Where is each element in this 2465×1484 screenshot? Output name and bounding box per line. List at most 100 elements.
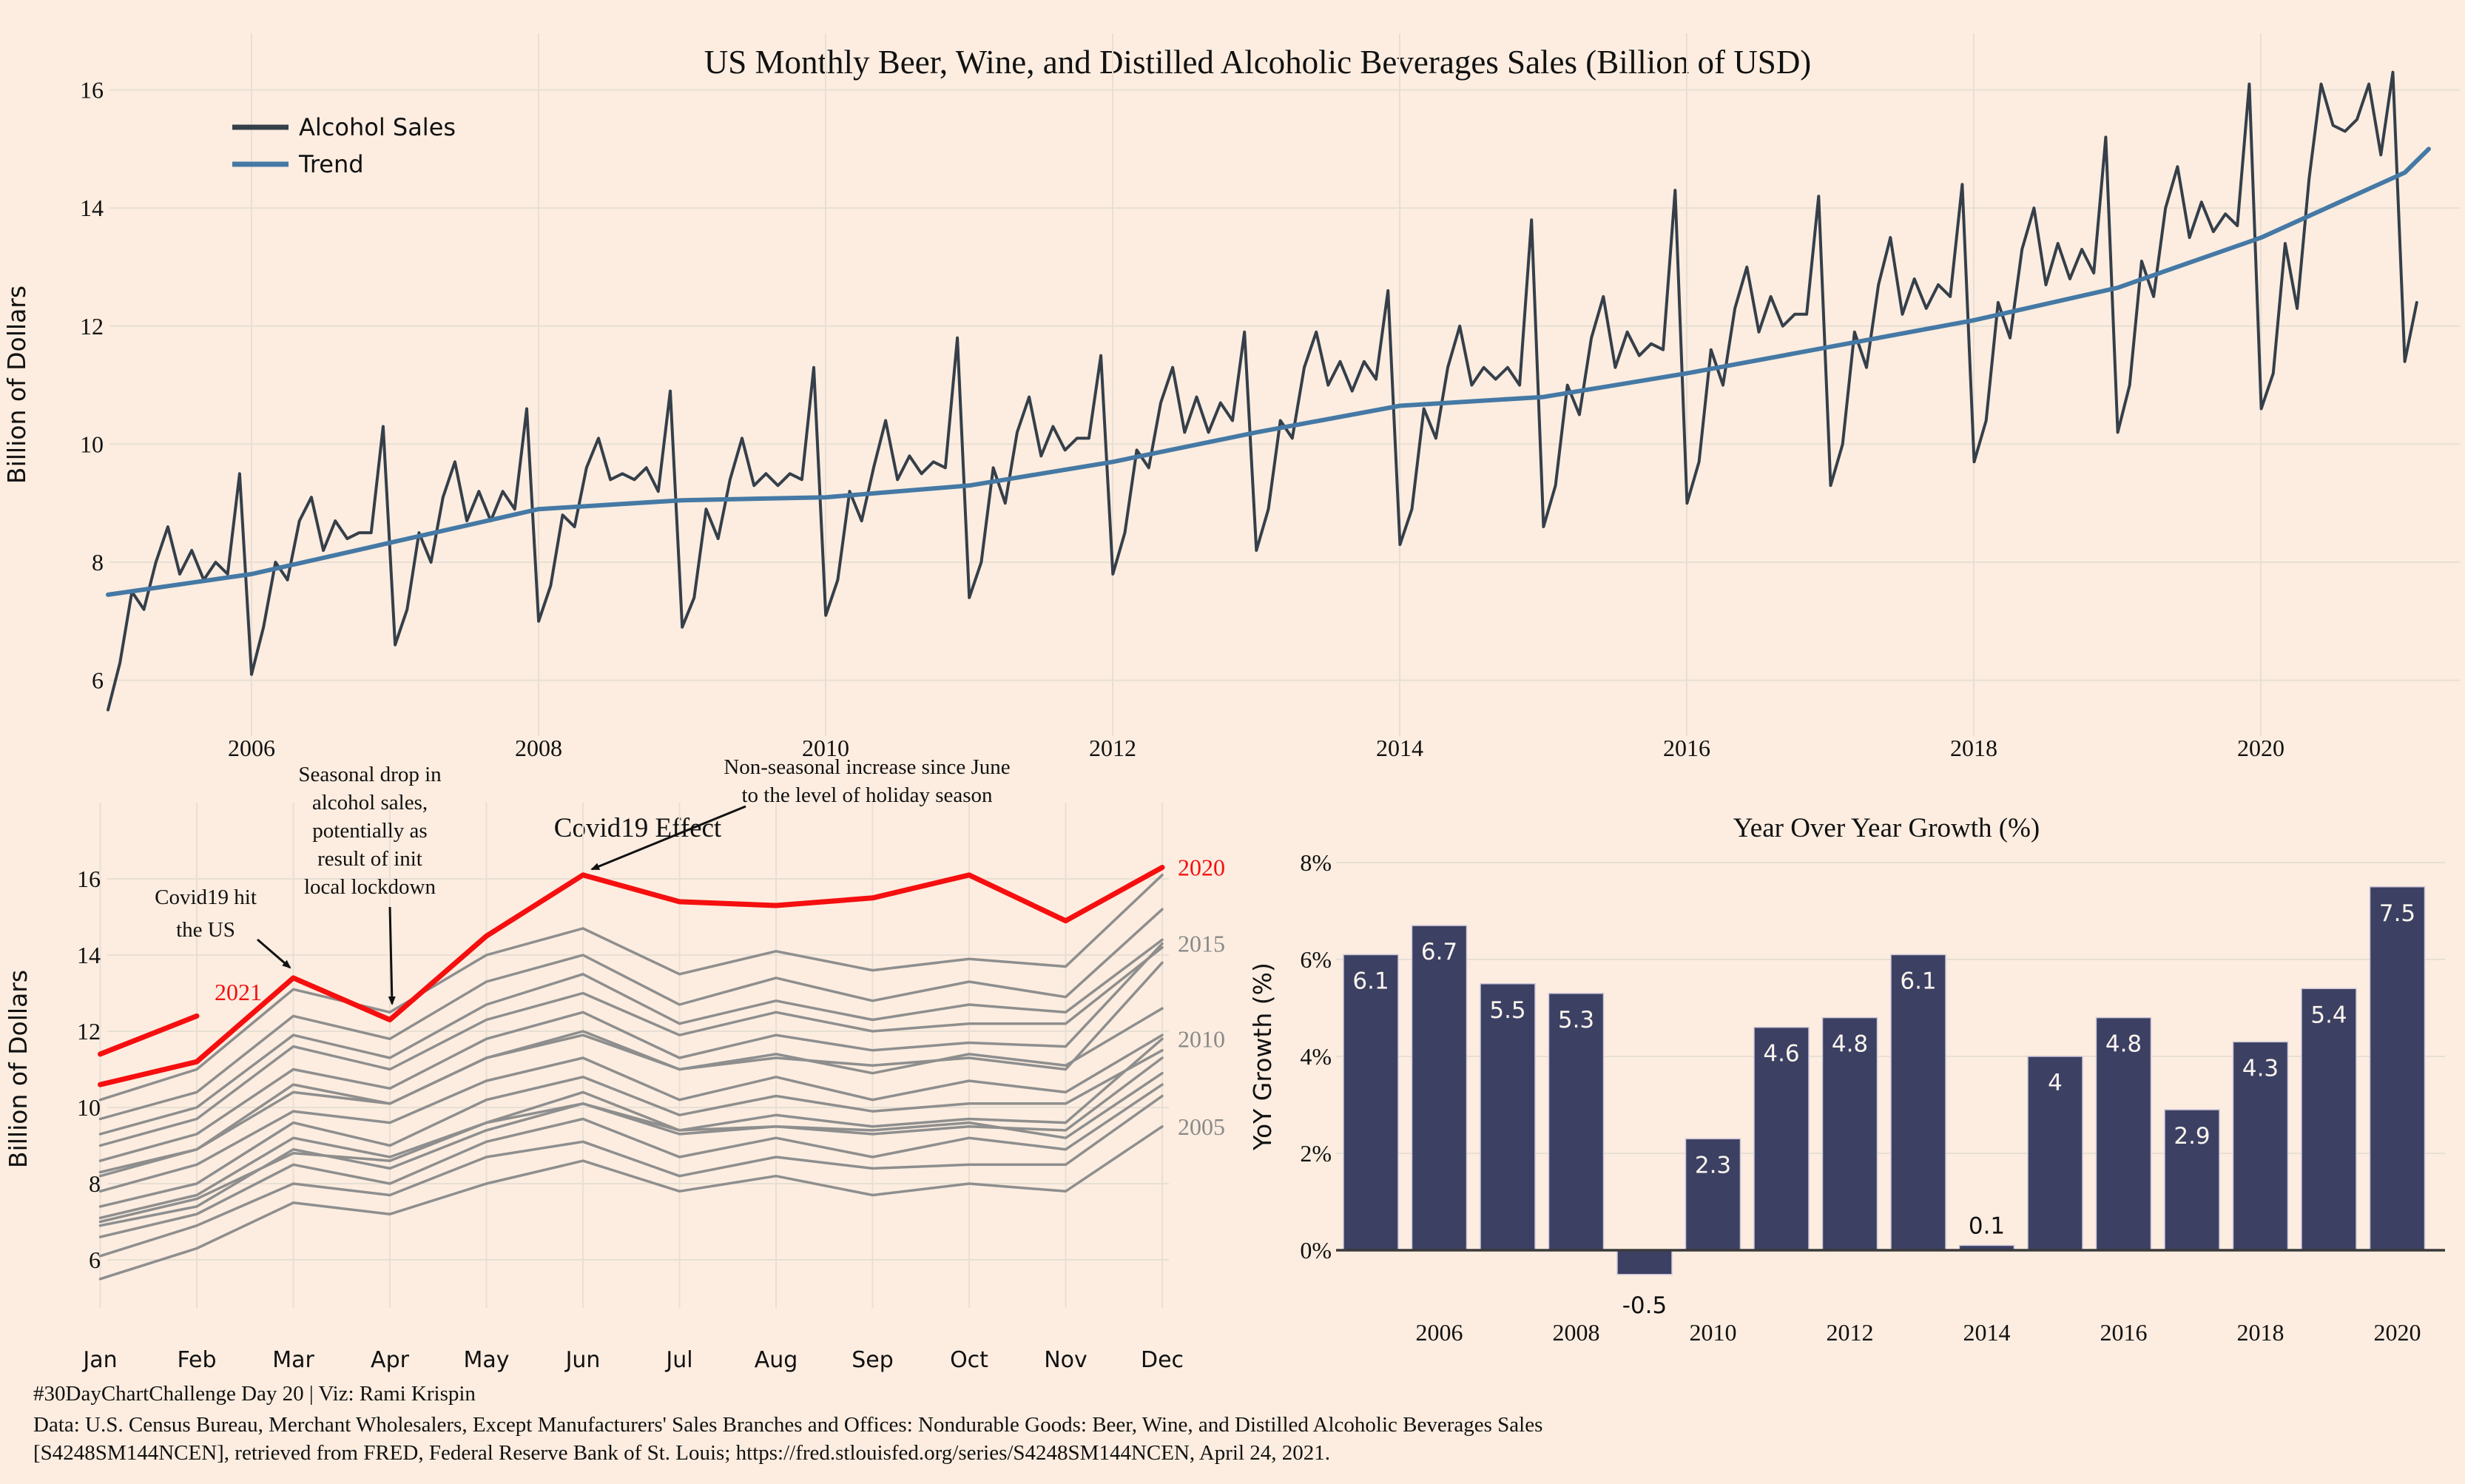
month-tick-label: Apr [371, 1347, 410, 1373]
y-tick-label: 8 [92, 549, 104, 576]
year-line-2010 [98, 1037, 1164, 1220]
year-end-label-2010: 2010 [1178, 1025, 1225, 1052]
bar-value-label: 5.3 [1558, 1007, 1594, 1033]
x-tick-label: 2010 [1690, 1319, 1737, 1346]
year-line-2006 [98, 1094, 1164, 1258]
bar-value-label: 6.7 [1421, 939, 1457, 965]
annotation-covid-hit: Covid19 hit the US [155, 886, 257, 942]
year-line-2012 [98, 1033, 1164, 1193]
x-tick-label: 2020 [2237, 735, 2284, 761]
bar-value-label: 4.3 [2242, 1055, 2279, 1082]
year-line-2013 [98, 1007, 1164, 1178]
annotation-seasonal-drop: Seasonal drop in alcohol sales, potentiall… [298, 763, 442, 899]
y-tick-label: 14 [77, 942, 101, 968]
bar-chart-title: Year Over Year Growth (%) [1733, 813, 2040, 843]
bar-value-label: 4.6 [1763, 1041, 1799, 1068]
bar-value-label: 4.8 [2105, 1031, 2142, 1058]
month-tick-label: Feb [177, 1347, 216, 1373]
month-tick-label: Jun [564, 1347, 601, 1373]
y-tick-label: 16 [80, 77, 104, 104]
month-tick-label: Sep [852, 1347, 894, 1373]
x-tick-label: 2016 [1663, 735, 1710, 761]
bar-2015 [2027, 1056, 2083, 1251]
year-end-label-2020: 2020 [1178, 854, 1225, 881]
month-tick-label: Dec [1141, 1347, 1184, 1373]
year-end-label-2015: 2015 [1178, 931, 1225, 957]
bar-2010 [1685, 1138, 1741, 1251]
x-tick-label: 2006 [1416, 1319, 1463, 1346]
year-line-2014 [98, 961, 1164, 1174]
month-tick-label: Mar [272, 1347, 314, 1373]
year-line-2017 [98, 938, 1164, 1136]
bar-value-label: 4.8 [1832, 1031, 1868, 1058]
bar-2011 [1753, 1026, 1810, 1251]
year-line-2007 [98, 1083, 1164, 1238]
y-axis-title: Billion of Dollars [2, 286, 31, 484]
bar-value-label: 0.1 [1969, 1213, 2005, 1239]
y-tick-label: 6 [89, 1247, 101, 1273]
x-tick-label: 2006 [228, 735, 275, 761]
bar-2018 [2232, 1041, 2289, 1251]
y-tick-label: 10 [80, 431, 104, 457]
y-tick-label: 10 [77, 1094, 101, 1121]
x-tick-label: 2014 [1963, 1319, 2011, 1346]
month-tick-label: Jan [81, 1347, 117, 1373]
bar-value-label: 5.5 [1489, 997, 1525, 1024]
year-line-2011 [98, 1049, 1164, 1208]
y-tick-label: 8% [1300, 849, 1332, 876]
covid19-effect-chart: Jan Feb Mar Apr May Jun Jul Aug Sep Oct Nov Dec 6 8 10… [4, 755, 1225, 1373]
bar-value-label: 6.1 [1900, 968, 1936, 994]
year-line-2008 [98, 1071, 1164, 1224]
footer-credit: #30DayChartChallenge Day 20 | Viz: Rami … [33, 1382, 476, 1406]
x-tick-label: 2018 [1950, 735, 1997, 761]
y-tick-label: 12 [80, 313, 104, 340]
bar-2008 [1548, 993, 1605, 1251]
sales-trend-chart: 6 8 10 12 14 16 2006 2008 2010 2012 2014 2016 2018 20… [2, 33, 2460, 761]
bar-2019 [2301, 988, 2357, 1251]
bar-2016 [2095, 1016, 2152, 1251]
bar-value-label: -0.5 [1622, 1292, 1668, 1319]
annotation-arrow-seasonal-drop [388, 906, 396, 1005]
footer-source-2: [S4248SM144NCEN], retrieved from FRED, F… [33, 1441, 1331, 1465]
bar-value-label: 5.4 [2310, 1002, 2347, 1028]
y-tick-label: 4% [1300, 1043, 1332, 1070]
y-tick-label: 0% [1300, 1237, 1332, 1264]
trend-line [106, 146, 2431, 597]
top-chart-title: US Monthly Beer, Wine, and Distilled Alc… [704, 44, 1812, 81]
x-tick-label: 2016 [2100, 1319, 2148, 1346]
y-axis-title: YoY Growth (%) [1248, 962, 1277, 1151]
x-tick-label: 2014 [1376, 735, 1423, 761]
bar-2013 [1890, 954, 1946, 1251]
year-line-2018 [98, 908, 1164, 1121]
year-line-2005 [98, 1125, 1164, 1281]
bar-2009 [1616, 1249, 1673, 1275]
x-tick-label: 2012 [1827, 1319, 1874, 1346]
x-tick-label: 2008 [515, 735, 562, 761]
y-tick-label: 2% [1300, 1140, 1332, 1167]
annotation-arrow-covid-hit [257, 938, 291, 969]
bar-2020 [2369, 886, 2426, 1251]
annotation-non-seasonal-increase: Non-seasonal increase since June to the l… [724, 755, 1010, 807]
y-tick-label: 6 [92, 667, 104, 694]
x-tick-label: 2012 [1089, 735, 1136, 761]
y-tick-label: 6% [1300, 946, 1332, 973]
bar-value-label: 7.5 [2379, 900, 2415, 927]
legend-label: Alcohol Sales [299, 113, 456, 141]
bar-2017 [2164, 1109, 2220, 1251]
y-tick-label: 14 [80, 195, 104, 221]
bar-2005 [1343, 954, 1399, 1251]
year-line-2020 [98, 865, 1165, 1087]
y-tick-label: 12 [77, 1018, 101, 1045]
bar-2012 [1821, 1016, 1878, 1251]
y-axis-title: Billion of Dollars [4, 970, 33, 1168]
yoy-growth-chart: 0% 2% 4% 6% 8% 6.1 6.7 5.5 5.3 -0.5 2.3 4.6 4.8 6.1 0.… [1248, 849, 2445, 1346]
month-tick-label: Nov [1044, 1347, 1088, 1373]
year-line-2016 [98, 945, 1164, 1147]
month-tick-label: Aug [755, 1347, 798, 1373]
legend-label: Trend [298, 150, 364, 178]
year-line-2015 [98, 942, 1164, 1162]
annotation-arrow-non-seasonal-increase [590, 805, 746, 871]
year-line-2009 [98, 1056, 1164, 1227]
month-tick-label: Oct [950, 1347, 988, 1373]
